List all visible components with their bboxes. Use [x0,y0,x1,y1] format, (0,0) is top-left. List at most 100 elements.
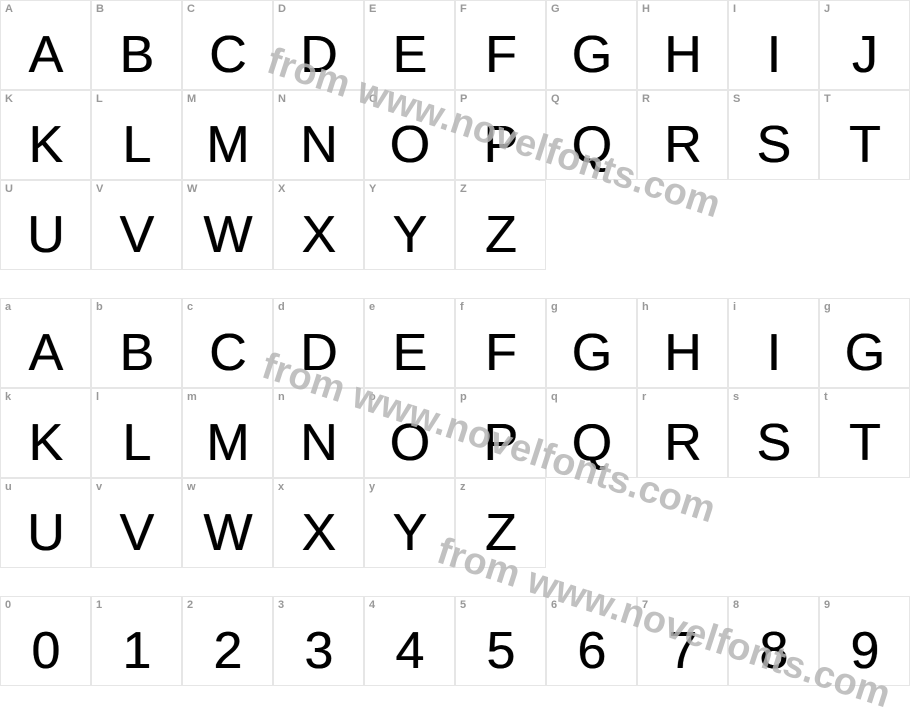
glyph-cell: AA [0,0,91,90]
empty-cell [819,478,910,568]
cell-label: l [96,391,99,403]
cell-label: 1 [96,599,102,611]
cell-label: c [187,301,193,313]
glyph-cell: TT [819,90,910,180]
cell-label: d [278,301,285,313]
glyph-cell: 66 [546,596,637,686]
glyph-cell: SS [728,90,819,180]
cell-label: T [824,93,831,105]
cell-label: X [278,183,285,195]
glyph-row: 00112233445566778899 [0,596,911,686]
glyph-cell: kK [0,388,91,478]
cell-label: w [187,481,196,493]
cell-glyph: M [183,119,272,171]
glyph-cell: EE [364,0,455,90]
cell-label: M [187,93,196,105]
cell-label: G [551,3,560,15]
glyph-cell: hH [637,298,728,388]
empty-cell [728,478,819,568]
glyph-cell: bB [91,298,182,388]
glyph-cell: 22 [182,596,273,686]
cell-label: n [278,391,285,403]
cell-glyph: 2 [183,625,272,677]
cell-glyph: 4 [365,625,454,677]
glyph-cell: 33 [273,596,364,686]
cell-label: 6 [551,599,557,611]
empty-cell [819,180,910,270]
cell-glyph: 0 [1,625,90,677]
cell-glyph: W [183,507,272,559]
glyph-cell: CC [182,0,273,90]
cell-label: L [96,93,103,105]
cell-label: Z [460,183,467,195]
glyph-cell: rR [637,388,728,478]
font-character-map: AABBCCDDEEFFGGHHIIJJKKLLMMNNOOPPQQRRSSTT… [0,0,911,668]
glyph-cell: FF [455,0,546,90]
cell-glyph: U [1,209,90,261]
cell-glyph: A [1,29,90,81]
cell-glyph: I [729,29,818,81]
cell-label: S [733,93,740,105]
cell-label: 7 [642,599,648,611]
glyph-cell: QQ [546,90,637,180]
cell-label: E [369,3,376,15]
glyph-cell: uU [0,478,91,568]
cell-label: m [187,391,197,403]
cell-glyph: B [92,327,181,379]
cell-glyph: K [1,119,90,171]
cell-glyph: 7 [638,625,727,677]
glyph-cell: RR [637,90,728,180]
cell-label: i [733,301,736,313]
glyph-cell: XX [273,180,364,270]
cell-glyph: Q [547,119,636,171]
cell-label: W [187,183,197,195]
cell-label: u [5,481,12,493]
empty-cell [637,478,728,568]
cell-glyph: S [729,417,818,469]
glyph-cell: mM [182,388,273,478]
cell-label: 9 [824,599,830,611]
cell-glyph: 6 [547,625,636,677]
cell-glyph: C [183,327,272,379]
cell-glyph: E [365,327,454,379]
cell-glyph: G [820,327,909,379]
glyph-cell: cC [182,298,273,388]
cell-glyph: Z [456,507,545,559]
cell-label: k [5,391,11,403]
cell-glyph: Y [365,507,454,559]
cell-label: e [369,301,375,313]
row-spacer [0,568,911,596]
cell-label: g [824,301,831,313]
cell-label: P [460,93,467,105]
glyph-cell: LL [91,90,182,180]
cell-label: x [278,481,284,493]
cell-glyph: Y [365,209,454,261]
cell-glyph: T [820,417,909,469]
cell-label: U [5,183,13,195]
glyph-cell: pP [455,388,546,478]
cell-label: z [460,481,466,493]
cell-glyph: X [274,209,363,261]
glyph-cell: KK [0,90,91,180]
cell-glyph: R [638,417,727,469]
cell-glyph: G [547,29,636,81]
cell-glyph: X [274,507,363,559]
cell-label: f [460,301,464,313]
glyph-cell: 77 [637,596,728,686]
glyph-row: uUvVwWxXyYzZ [0,478,911,568]
glyph-row: kKlLmMnNoOpPqQrRsStT [0,388,911,478]
glyph-cell: gG [546,298,637,388]
cell-glyph: L [92,417,181,469]
cell-label: t [824,391,828,403]
cell-glyph: 1 [92,625,181,677]
cell-glyph: J [820,29,909,81]
cell-glyph: R [638,119,727,171]
cell-glyph: V [92,209,181,261]
glyph-cell: yY [364,478,455,568]
cell-glyph: A [1,327,90,379]
glyph-cell: iI [728,298,819,388]
cell-glyph: O [365,417,454,469]
glyph-cell: JJ [819,0,910,90]
empty-cell [546,180,637,270]
cell-label: N [278,93,286,105]
